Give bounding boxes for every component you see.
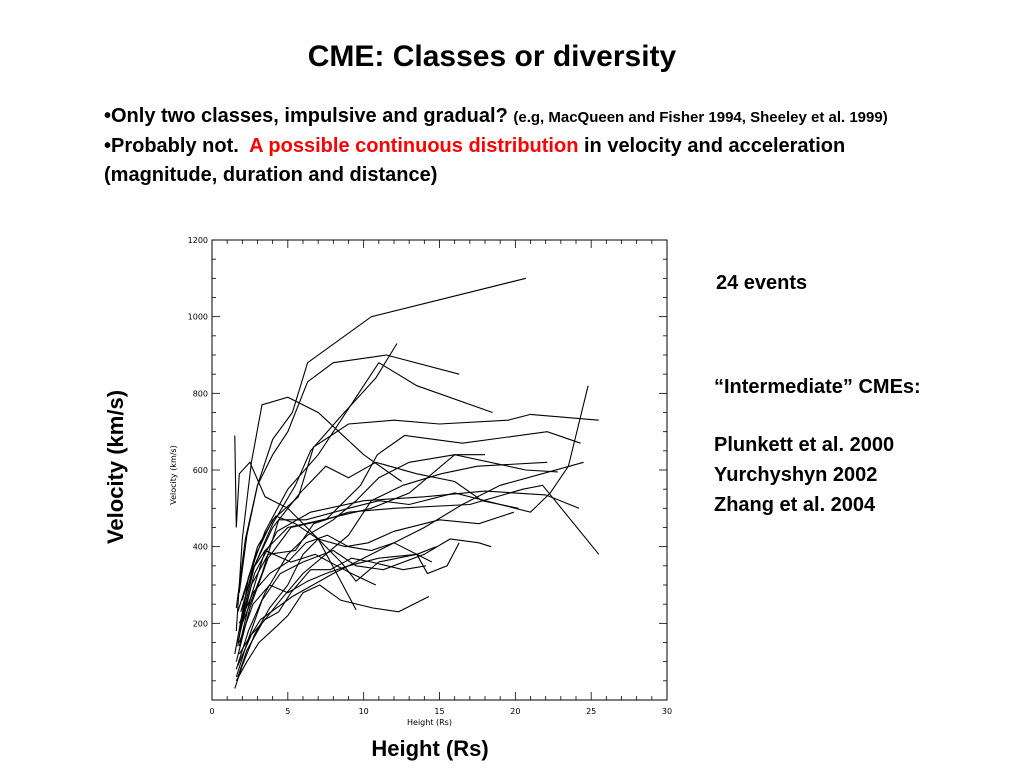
x-tick-label: 25: [586, 707, 596, 716]
big-x-axis-label: Height (Rs): [371, 736, 489, 761]
series-line-12: [238, 454, 558, 647]
bullet-citation: (e.g, MacQueen and Fisher 1994, Sheeley …: [513, 109, 888, 126]
series-line-4: [235, 354, 460, 609]
x-tick-label: 30: [662, 707, 672, 716]
series-line-16: [240, 461, 519, 612]
series-line-13: [235, 454, 485, 670]
series-line-19: [238, 546, 437, 643]
series-line-15: [235, 431, 581, 662]
slide-title: CME: Classes or diversity: [307, 40, 677, 73]
big-y-axis-label: Velocity (km/s): [103, 389, 128, 545]
series-line-23: [235, 584, 430, 682]
bullet-prefix: •Probably not.: [104, 135, 239, 157]
highlight-text: A possible continuous distribution: [249, 135, 579, 157]
series-line-22: [237, 549, 377, 612]
y-tick-label: 400: [193, 543, 208, 552]
velocity-height-chart: 0 5 10 15 20 25 30 200 400 600 800 1000 1200 Height …: [169, 236, 672, 727]
y-tick-label: 800: [193, 389, 208, 398]
series-line-11: [237, 484, 600, 643]
x-tick-label: 10: [359, 707, 369, 716]
x-tick-label: 15: [434, 707, 444, 716]
bullet-list: •Only two classes, impulsive and gradual…: [104, 102, 904, 190]
axis-ticks: 0 5 10 15 20 25 30 200 400 600 800 1000 1200: [188, 236, 672, 716]
series-line-24: [237, 557, 426, 666]
y-tick-label: 1000: [188, 313, 208, 322]
bullet-main-text: •Only two classes, impulsive and gradual…: [104, 105, 508, 127]
intermediate-heading: “Intermediate” CMEs:: [714, 376, 921, 398]
reference-3: Zhang et al. 2004: [714, 494, 876, 516]
series-line-21: [238, 534, 433, 624]
series-line-14: [237, 461, 548, 678]
x-tick-label: 5: [285, 707, 290, 716]
y-tick-label: 600: [193, 466, 208, 475]
y-tick-label: 1200: [188, 236, 208, 245]
y-axis-label: Velocity (km/s): [169, 445, 178, 504]
bullet-rest: in velocity and acceleration (magnitude,…: [104, 135, 846, 186]
series-line-2: [235, 396, 402, 632]
series-line-3: [238, 277, 527, 593]
reference-2: Yurchyshyn 2002: [714, 464, 878, 486]
bullet-item-distribution: •Probably not. A possible continuous dis…: [104, 132, 904, 190]
series-line-18: [235, 538, 492, 678]
chart-container: 0 5 10 15 20 25 30 200 400 600 800 1000 1200 Height …: [150, 225, 695, 745]
y-tick-label: 200: [193, 619, 208, 628]
series-line-10: [241, 385, 589, 624]
x-tick-label: 20: [510, 707, 520, 716]
events-count: 24 events: [716, 272, 808, 294]
series-line-1: [234, 435, 357, 611]
x-axis-label: Height (Rs): [407, 718, 452, 727]
x-tick-label: 0: [209, 707, 214, 716]
plot-frame: [211, 239, 668, 701]
series-line-7: [234, 413, 599, 655]
reference-1: Plunkett et al. 2000: [714, 434, 895, 456]
bullet-item-classes: •Only two classes, impulsive and gradual…: [104, 102, 904, 132]
series-group: [234, 277, 600, 689]
